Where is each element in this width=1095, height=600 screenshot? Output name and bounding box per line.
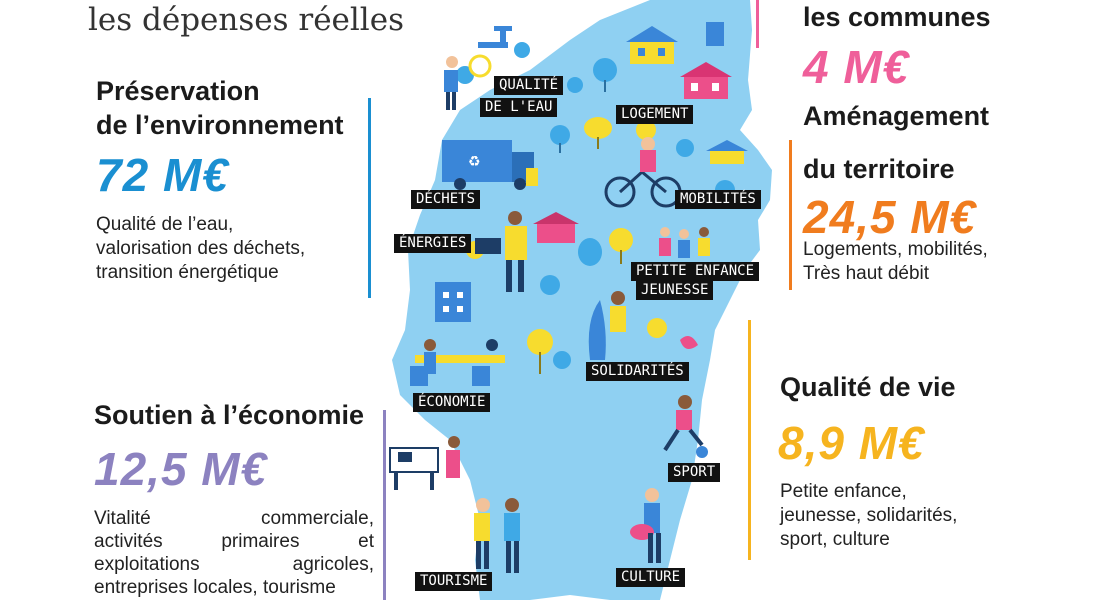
economy-desc-word: commerciale, xyxy=(261,508,374,529)
quality-amount: 8,9 M€ xyxy=(778,417,925,469)
quality-heading: Qualité de vie xyxy=(780,372,956,402)
house-icon xyxy=(626,26,678,64)
territory-heading-line2: du territoire xyxy=(803,154,955,184)
water-tap-icon xyxy=(468,26,512,78)
guitarist-icon xyxy=(630,488,661,563)
map-tag-jeunesse: JEUNESSE xyxy=(636,281,714,300)
map-tag-solidarites: SOLIDARITÉS xyxy=(586,362,689,381)
env-desc-line1: Qualité de l’eau, xyxy=(96,214,234,235)
gardener-icon xyxy=(588,291,698,360)
env-amount: 72 M€ xyxy=(96,149,229,201)
economy-desc-word: agricoles, xyxy=(292,554,374,575)
title-line: les dépenses réelles xyxy=(88,2,404,38)
territory-desc-line1: Logements, mobilités, xyxy=(803,239,988,260)
footballer-icon xyxy=(663,395,708,458)
quality-desc-line3: sport, culture xyxy=(780,529,890,550)
tree-icon xyxy=(567,77,583,93)
children-icon xyxy=(659,227,710,258)
economy-desc-line2: activités primaires et xyxy=(94,530,374,553)
communes-amount: 4 M€ xyxy=(803,41,910,93)
house-icon xyxy=(533,212,579,243)
economy-desc-line4: entreprises locales, tourisme xyxy=(94,576,374,599)
tree-icon xyxy=(550,125,570,153)
house-icon xyxy=(706,22,724,46)
territory-heading-line1: Aménagement xyxy=(803,101,990,131)
economy-desc-word: exploitations xyxy=(94,554,200,575)
tree-icon xyxy=(593,58,617,92)
person-icon xyxy=(444,56,458,110)
economy-desc-word: entreprises locales, tourisme xyxy=(94,577,336,598)
building-icon xyxy=(435,282,471,322)
map-tag-mobilites: MOBILITÉS xyxy=(675,190,761,209)
quality-desc-line1: Petite enfance, xyxy=(780,481,907,502)
map-tag-dechets: DÉCHETS xyxy=(411,190,481,209)
section-divider xyxy=(368,98,371,298)
recycling-truck-icon: ♻ xyxy=(442,140,538,190)
quality-desc-line2: jeunesse, solidarités, xyxy=(780,505,958,526)
tree-icon xyxy=(514,42,530,58)
section-divider xyxy=(789,140,792,290)
svg-text:♻: ♻ xyxy=(468,154,481,170)
env-heading-line2: de l’environnement xyxy=(96,110,344,140)
map-illustration: ♻ xyxy=(389,0,772,600)
tree-icon xyxy=(527,329,553,374)
map-tag-economie: ÉCONOMIE xyxy=(413,393,491,412)
territory-desc-line2: Très haut débit xyxy=(803,263,930,284)
map-tag-petite-enfance: PETITE ENFANCE xyxy=(631,262,760,281)
economy-desc-word: primaires xyxy=(221,531,300,552)
economy-desc-word: Vitalité xyxy=(94,508,151,529)
economy-desc-line1: Vitalité commerciale, xyxy=(94,507,374,530)
tree-icon xyxy=(553,351,571,369)
tree-icon xyxy=(609,228,633,264)
env-desc-line3: transition énergétique xyxy=(96,262,279,283)
env-desc-line2: valorisation des déchets, xyxy=(96,238,306,259)
map-tag-qualite: QUALITÉ xyxy=(494,76,564,95)
economy-desc-line3: exploitations agricoles, xyxy=(94,553,374,576)
section-divider xyxy=(748,320,751,560)
tree-icon xyxy=(676,139,694,157)
map-tag-tourisme: TOURISME xyxy=(415,572,493,591)
territory-amount: 24,5 M€ xyxy=(803,191,977,243)
economy-heading: Soutien à l’économie xyxy=(94,400,365,430)
tree-icon xyxy=(584,117,612,149)
economy-amount: 12,5 M€ xyxy=(94,443,268,495)
map-tag-culture: CULTURE xyxy=(616,568,686,587)
section-divider xyxy=(383,410,386,600)
economy-desc-word: activités xyxy=(94,531,163,552)
tree-icon xyxy=(540,275,560,295)
worker-icon xyxy=(475,211,527,292)
cow-icon xyxy=(389,436,460,490)
map-tag-sport: SPORT xyxy=(668,463,721,482)
section-divider xyxy=(756,0,759,48)
economy-desc-word: et xyxy=(358,531,374,552)
house-icon xyxy=(680,62,732,99)
tree-icon xyxy=(578,238,602,266)
map-tag-de-l-eau: DE L'EAU xyxy=(480,98,558,117)
communes-heading: les communes xyxy=(803,2,991,32)
house-icon xyxy=(706,140,748,164)
economy-desc: Vitalité commerciale, activités primaire… xyxy=(94,507,374,599)
meeting-icon xyxy=(410,339,505,386)
map-tag-logement: LOGEMENT xyxy=(616,105,694,124)
hikers-icon xyxy=(474,498,520,573)
map-tag-energies: ÉNERGIES xyxy=(394,234,472,253)
env-heading-line1: Préservation xyxy=(96,76,260,106)
